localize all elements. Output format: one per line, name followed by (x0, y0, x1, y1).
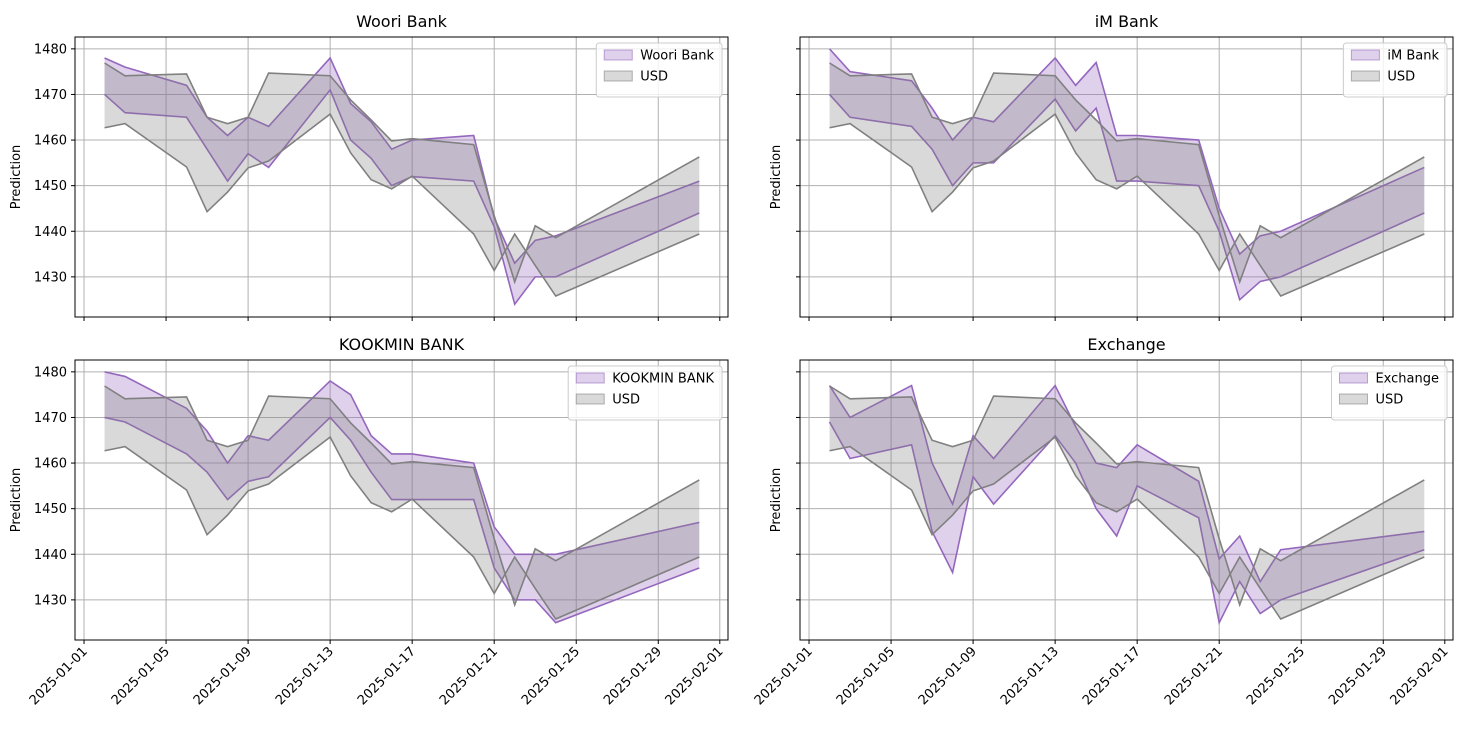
legend: iM Bank USD (1342, 42, 1448, 98)
x-tick-label: 2025-01-25 (519, 644, 583, 708)
band-edge (104, 112, 700, 298)
y-tick-label: 1450 (34, 179, 67, 194)
y-tick-label: 1480 (34, 42, 67, 57)
band-edge (829, 435, 1425, 621)
x-tick-label: 2025-01-13 (998, 644, 1062, 708)
band-fill (829, 385, 1425, 620)
y-tick-label: 1430 (34, 270, 67, 285)
subplot: iM Bank Prediction iM Bank USD (769, 12, 1454, 321)
band-edge (828, 93, 1425, 302)
band-edge (829, 62, 1425, 285)
legend-label: USD (1375, 393, 1403, 408)
band-fill (829, 48, 1425, 300)
x-tick-label: 2025-01-09 (916, 644, 980, 708)
x-tick-label: 2025-01-17 (355, 644, 419, 708)
subplot-title: Exchange (1087, 335, 1165, 354)
x-tick-label: 2025-01-09 (191, 644, 255, 708)
y-axis-label: Prediction (9, 468, 24, 533)
legend-label: KOOKMIN BANK (612, 372, 714, 387)
band-edge (828, 421, 1425, 626)
legend-box (595, 42, 723, 98)
legend-label: Woori Bank (640, 49, 714, 64)
band-fill (829, 62, 1425, 297)
legend-swatch (575, 372, 605, 384)
x-tick-label: 2025-01-21 (1162, 644, 1226, 708)
y-axis-label: Prediction (9, 145, 24, 210)
legend-label: USD (1387, 70, 1415, 85)
x-tick-label: 2025-01-25 (1244, 644, 1308, 708)
axes-frame (74, 36, 729, 318)
legend-swatch (1350, 70, 1380, 82)
legend-label: Exchange (1375, 372, 1439, 387)
y-tick-label: 1460 (34, 134, 67, 149)
legend-box (567, 365, 723, 421)
subplot: KOOKMIN BANK Prediction 1430 1440 1450 1460 14… (9, 335, 729, 708)
x-tick-label: 2025-01-21 (437, 644, 501, 708)
y-tick-label: 1440 (34, 225, 67, 240)
band-edge (104, 62, 700, 285)
x-tick-label: 2025-02-01 (1388, 644, 1452, 708)
y-axis-label: Prediction (769, 145, 784, 210)
x-tick-label: 2025-01-01 (27, 644, 91, 708)
band-fill (104, 371, 700, 623)
band-edge (104, 385, 700, 608)
band-fill (104, 385, 700, 620)
subplot-title: iM Bank (1095, 12, 1159, 31)
axes-frame (799, 36, 1454, 318)
band-edge (104, 56, 700, 265)
legend: KOOKMIN BANK USD (567, 365, 723, 421)
y-tick-label: 1460 (34, 457, 67, 472)
band-edge (829, 112, 1425, 298)
band-edge (828, 48, 1425, 256)
x-tick-label: 2025-01-01 (752, 644, 816, 708)
subplot-title: Woori Bank (356, 12, 447, 31)
y-tick-label: 1470 (34, 88, 67, 103)
legend: Exchange USD (1330, 365, 1448, 421)
band-edge (104, 416, 700, 624)
subplot-title: KOOKMIN BANK (339, 335, 465, 354)
legend-swatch (603, 49, 633, 61)
band-edge (828, 384, 1425, 584)
band-edge (104, 371, 700, 556)
x-tick-label: 2025-02-01 (663, 644, 727, 708)
legend-label: iM Bank (1387, 49, 1439, 64)
legend: Woori Bank USD (595, 42, 723, 98)
x-tick-label: 2025-01-05 (109, 644, 173, 708)
legend-swatch (1338, 393, 1368, 405)
legend-swatch (1350, 49, 1380, 61)
y-axis-label: Prediction (769, 468, 784, 533)
y-tick-label: 1430 (34, 593, 67, 608)
legend-label: USD (640, 70, 668, 85)
x-tick-label: 2025-01-05 (834, 644, 898, 708)
legend-label: USD (612, 393, 640, 408)
y-tick-label: 1480 (34, 365, 67, 380)
legend-swatch (575, 393, 605, 405)
legend-swatch (603, 70, 633, 82)
axes-frame (799, 359, 1454, 641)
x-tick-label: 2025-01-29 (601, 644, 665, 708)
legend-box (1330, 365, 1448, 421)
band-edge (829, 385, 1425, 608)
band-fill (104, 62, 700, 297)
band-fill (829, 385, 1425, 623)
band-edge (104, 435, 700, 621)
x-tick-label: 2025-01-17 (1080, 644, 1144, 708)
legend-swatch (1338, 372, 1368, 384)
band-edge (104, 88, 700, 307)
y-tick-label: 1470 (34, 411, 67, 426)
legend-box (1342, 42, 1448, 98)
subplot: Woori Bank Prediction 1430 1440 1450 1460 1470… (9, 12, 729, 321)
axes-frame (74, 359, 729, 641)
y-tick-label: 1440 (34, 548, 67, 563)
subplot: Exchange Prediction 2025-01-01 2025-01-05 20… (752, 335, 1454, 708)
x-tick-label: 2025-01-13 (273, 644, 337, 708)
y-tick-label: 1450 (34, 502, 67, 517)
x-tick-label: 2025-01-29 (1326, 644, 1390, 708)
